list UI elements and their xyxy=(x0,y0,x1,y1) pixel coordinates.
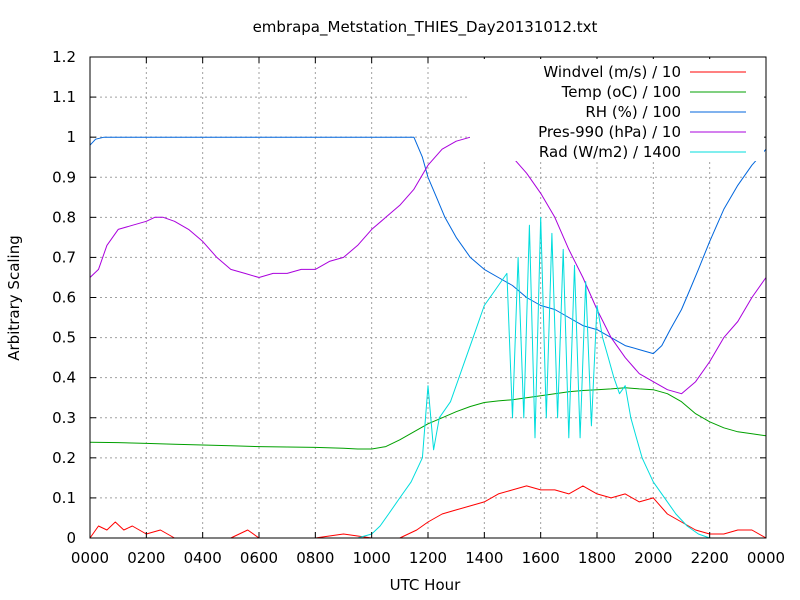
x-tick-label: 2200 xyxy=(691,549,729,567)
y-tick-label: 0.3 xyxy=(52,409,76,427)
y-tick-label: 0.5 xyxy=(52,329,76,347)
y-tick-label: 0.8 xyxy=(52,208,76,226)
x-tick-label: 0400 xyxy=(184,549,222,567)
series-line-2 xyxy=(89,387,767,450)
x-tick-label: 0000 xyxy=(747,549,785,567)
legend-label-2: Temp (oC) / 100 xyxy=(561,83,681,101)
y-tick-label: 1 xyxy=(66,128,76,146)
y-tick-label: 0.2 xyxy=(52,449,76,467)
y-axis-label: Arbitrary Scaling xyxy=(5,235,23,361)
y-tick-label: 0.9 xyxy=(52,168,76,186)
x-tick-label: 0200 xyxy=(127,549,165,567)
y-tick-label: 1.2 xyxy=(52,48,76,66)
x-tick-label: 0600 xyxy=(240,549,278,567)
legend-label-3: RH (%) / 100 xyxy=(585,103,681,121)
x-tick-label: 2000 xyxy=(634,549,672,567)
y-tick-label: 0.4 xyxy=(52,369,76,387)
legend-background xyxy=(470,59,764,161)
x-tick-label: 0800 xyxy=(296,549,334,567)
y-tick-label: 0.6 xyxy=(52,289,76,307)
x-tick-label: 1000 xyxy=(353,549,391,567)
series-line-1 xyxy=(89,485,767,539)
legend-label-1: Windvel (m/s) / 10 xyxy=(543,63,681,81)
legend-label-5: Rad (W/m2) / 1400 xyxy=(539,143,681,161)
series-line-5 xyxy=(90,216,766,539)
x-tick-label: 1200 xyxy=(409,549,447,567)
y-tick-label: 0 xyxy=(66,529,76,547)
y-tick-label: 1.1 xyxy=(52,88,76,106)
ticks: 0000 0200 0400 0600 0800 1000 1200 1400 1600 1800… xyxy=(52,48,785,567)
legend: Windvel (m/s) / 10 Temp (oC) / 100 RH (%) … xyxy=(470,59,764,161)
x-tick-label: 1400 xyxy=(465,549,503,567)
series-layer xyxy=(89,136,767,539)
x-tick-label: 1800 xyxy=(578,549,616,567)
x-tick-label: 1600 xyxy=(522,549,560,567)
series-line-3 xyxy=(89,136,767,355)
legend-label-4: Pres-990 (hPa) / 10 xyxy=(538,123,681,141)
x-axis-label: UTC Hour xyxy=(390,576,461,594)
chart-title: embrapa_Metstation_THIES_Day20131012.txt xyxy=(253,18,598,37)
series-line-4 xyxy=(89,136,767,395)
x-tick-label: 0000 xyxy=(71,549,109,567)
y-tick-label: 0.7 xyxy=(52,248,76,266)
plot-frame xyxy=(89,56,767,539)
y-tick-label: 0.1 xyxy=(52,489,76,507)
